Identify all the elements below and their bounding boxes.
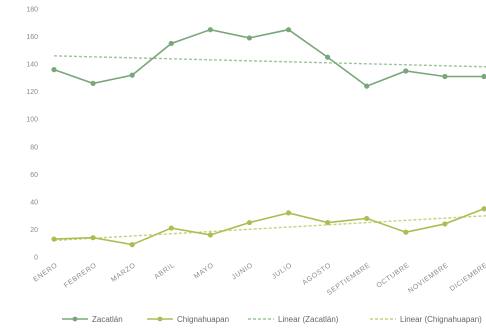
line-series-1 — [53, 208, 485, 246]
x-tick-label: ENERO — [32, 262, 59, 284]
point-series-1 — [325, 219, 331, 226]
point-series-1 — [442, 221, 448, 227]
x-tick-label: DICIEMBRE — [449, 262, 486, 293]
x-tick-label: FEBRERO — [63, 262, 98, 290]
point-series-1 — [403, 229, 409, 235]
x-tick-label: OCTUBRE — [375, 262, 411, 290]
y-tick-label: 0 — [34, 255, 38, 262]
y-tick-label: 60 — [30, 172, 38, 179]
series-lines — [53, 28, 485, 246]
point-series-1 — [481, 206, 486, 212]
y-tick-label: 180 — [26, 7, 38, 14]
x-axis: ENERO FEBRERO MARZO ABRIL MAYO JUNIO JULIO AGOS… — [32, 262, 486, 297]
point-series-0 — [364, 83, 370, 89]
x-tick-label: AGOSTO — [301, 262, 332, 287]
legend-marker-0 — [72, 316, 78, 322]
point-series-0 — [51, 67, 57, 73]
y-axis: 0 20 40 60 80 100 120 140 160 180 — [26, 7, 38, 262]
point-series-0 — [246, 35, 253, 41]
legend-marker-1 — [157, 316, 163, 322]
legend: Zacatlán Chignahuapan Linear (Zacatlán) Lin… — [62, 315, 482, 324]
x-tick-label: MAYO — [193, 262, 215, 281]
legend-label-1: Chignahuapan — [177, 315, 229, 324]
trendlines — [53, 55, 486, 242]
trendline-series-0 — [53, 55, 486, 68]
point-series-0 — [207, 27, 213, 33]
series-points — [51, 27, 486, 248]
legend-label-2: Linear (Zacatlán) — [278, 315, 339, 324]
x-tick-label: SEPTIEMBRE — [326, 262, 372, 297]
trendline-series-1 — [53, 215, 486, 242]
point-series-0 — [90, 80, 96, 86]
x-tick-label: JULIO — [271, 262, 294, 281]
point-series-0 — [168, 40, 174, 47]
x-tick-label: MARZO — [110, 262, 137, 284]
y-tick-label: 40 — [30, 199, 38, 206]
point-series-0 — [403, 68, 409, 74]
point-series-0 — [442, 73, 448, 80]
point-series-1 — [285, 210, 292, 216]
x-tick-label: NOVIEMBRE — [407, 262, 450, 295]
point-series-0 — [481, 73, 486, 80]
line-series-0 — [53, 28, 484, 88]
point-series-1 — [129, 242, 135, 248]
y-tick-label: 120 — [26, 89, 38, 96]
legend-label-0: Zacatlán — [92, 315, 123, 324]
point-series-0 — [129, 72, 135, 78]
y-tick-label: 100 — [26, 117, 38, 124]
y-tick-label: 20 — [30, 227, 38, 234]
legend-label-3: Linear (Chignahuapan) — [400, 315, 482, 324]
point-series-1 — [207, 232, 213, 238]
y-tick-label: 140 — [26, 62, 38, 69]
point-series-1 — [364, 215, 370, 222]
point-series-1 — [90, 235, 96, 241]
y-tick-label: 80 — [30, 144, 38, 151]
x-tick-label: JUNIO — [231, 262, 255, 281]
point-series-1 — [51, 236, 57, 242]
x-tick-label: ABRIL — [153, 262, 176, 281]
point-series-0 — [285, 27, 292, 33]
point-series-1 — [246, 219, 253, 226]
point-series-0 — [325, 54, 331, 60]
point-series-1 — [168, 225, 174, 231]
y-tick-label: 160 — [26, 34, 38, 41]
